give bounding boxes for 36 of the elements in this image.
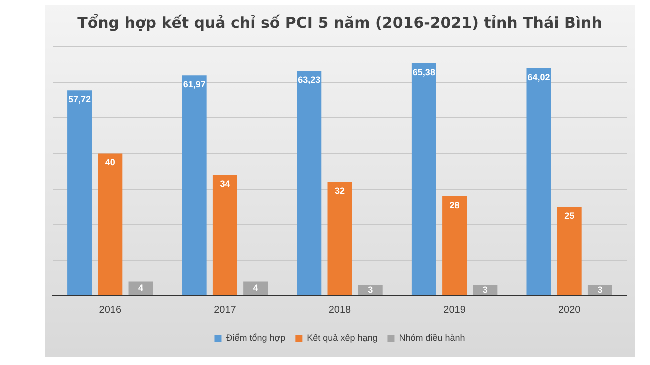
bar (212, 175, 238, 296)
data-label: 64,02 (528, 72, 550, 82)
x-tick-label: 2019 (444, 304, 466, 316)
x-tick-label: 2018 (328, 304, 352, 316)
legend-label: Kết quả xếp hạng (307, 332, 378, 343)
bar (328, 182, 352, 296)
data-label: 65,38 (412, 67, 436, 78)
data-label: 61,97 (183, 80, 206, 90)
x-tick-label: 2016 (99, 304, 122, 316)
x-tick-label: 2017 (214, 304, 237, 316)
bar (68, 90, 92, 296)
x-tick-label: 2020 (558, 304, 582, 316)
data-label: 28 (450, 200, 460, 210)
data-label: 3 (482, 284, 488, 295)
legend-label: Nhóm điều hành (399, 332, 466, 343)
data-label: 63,23 (298, 75, 321, 86)
data-label: 25 (564, 211, 575, 222)
bar (182, 76, 207, 296)
bar (412, 63, 436, 296)
data-label: 40 (105, 158, 116, 168)
bar (557, 207, 582, 296)
bar (244, 282, 268, 296)
data-label: 3 (368, 284, 374, 295)
data-label: 4 (138, 283, 144, 294)
bar (98, 154, 123, 296)
bar (442, 196, 468, 296)
chart-title: Tổng hợp kết quả chỉ số PCI 5 năm (2016-2021) tỉnh Thái Bình (78, 14, 602, 32)
bar (297, 71, 322, 296)
data-label: 34 (220, 179, 230, 190)
legend-label: Điểm tổng hợp (226, 332, 286, 343)
bar (526, 68, 552, 296)
data-label: 57,72 (68, 94, 92, 105)
data-label: 3 (598, 284, 603, 295)
data-label: 32 (334, 186, 346, 196)
bar (128, 282, 154, 296)
data-label: 4 (253, 283, 258, 294)
